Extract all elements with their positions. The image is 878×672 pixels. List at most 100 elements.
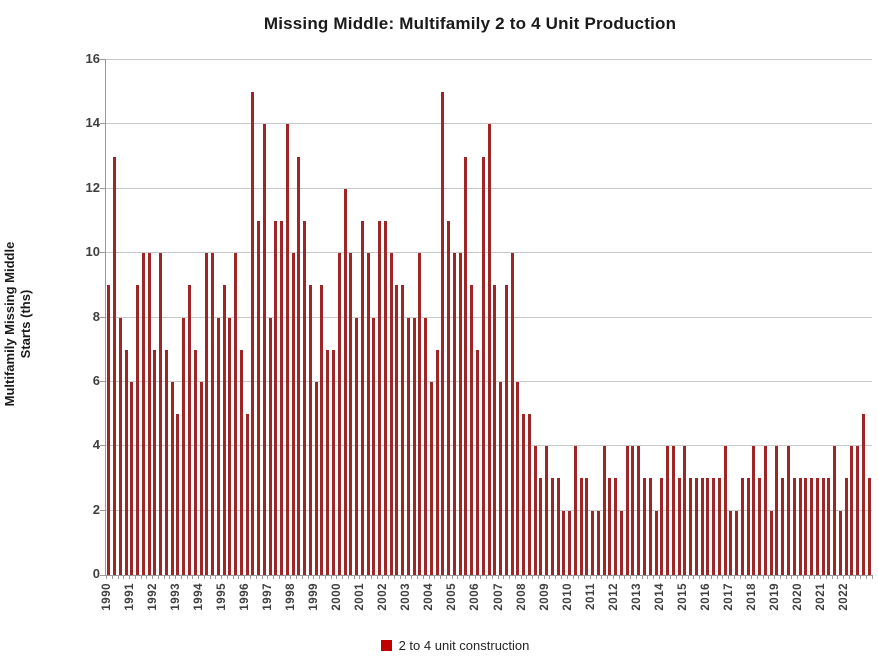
x-axis-tick xyxy=(238,575,240,579)
bar xyxy=(136,285,140,575)
bar xyxy=(464,156,468,575)
y-axis-title-line2: Starts (ths) xyxy=(18,289,33,359)
bar xyxy=(113,156,117,575)
bar xyxy=(556,478,560,575)
x-axis-tick xyxy=(532,575,534,579)
x-axis-tick xyxy=(226,575,228,579)
bar xyxy=(654,510,658,575)
bar xyxy=(856,446,860,575)
x-axis-tick xyxy=(393,575,395,579)
bar xyxy=(429,381,433,575)
x-axis-tick xyxy=(382,575,384,579)
bar xyxy=(372,317,376,575)
x-axis-tick xyxy=(843,575,845,579)
y-tick-label: 16 xyxy=(85,51,100,66)
x-axis-tick xyxy=(198,575,200,579)
bar xyxy=(487,124,491,575)
x-axis-tick xyxy=(186,575,188,579)
bar xyxy=(838,510,842,575)
bar xyxy=(717,478,721,575)
bar xyxy=(723,446,727,575)
y-axis-title-line1: Multifamily Missing Middle xyxy=(2,241,17,407)
bar xyxy=(107,285,111,575)
bar xyxy=(406,317,410,575)
x-tick-label: 1996 xyxy=(239,583,252,611)
bar xyxy=(199,381,203,575)
bar xyxy=(164,349,168,575)
bar xyxy=(326,349,330,575)
x-axis-tick xyxy=(129,575,131,579)
x-axis-tick xyxy=(831,575,833,579)
x-axis-tick xyxy=(468,575,470,579)
bar xyxy=(850,446,854,575)
x-axis-tick xyxy=(157,575,159,579)
x-axis-tick xyxy=(417,575,418,579)
y-axis-tick xyxy=(100,316,106,318)
x-axis-tick xyxy=(710,575,712,579)
x-axis-tick xyxy=(820,575,822,579)
bar xyxy=(378,220,382,575)
bar xyxy=(141,253,145,575)
y-axis-tick xyxy=(100,123,106,125)
x-axis-tick xyxy=(872,575,873,579)
legend-marker-icon xyxy=(380,640,392,651)
x-axis-tick xyxy=(543,575,545,579)
x-axis-tick xyxy=(520,575,522,579)
y-axis-title: Multifamily Missing Middle Starts (ths) xyxy=(2,84,42,564)
bar xyxy=(579,478,583,575)
bar xyxy=(153,349,157,575)
x-axis-tick xyxy=(359,575,361,579)
bar xyxy=(827,478,831,575)
bar xyxy=(159,253,163,575)
x-tick-label: 2012 xyxy=(607,583,620,611)
x-axis-tick xyxy=(687,575,689,579)
x-axis-tick xyxy=(440,575,442,579)
x-axis-tick xyxy=(445,575,447,579)
x-axis-tick xyxy=(491,575,493,579)
y-tick-label: 8 xyxy=(92,308,100,324)
x-axis-tick xyxy=(624,575,626,579)
bar xyxy=(527,414,531,575)
chart-title: Missing Middle: Multifamily 2 to 4 Unit … xyxy=(263,14,677,33)
x-axis-tick xyxy=(480,575,482,579)
x-axis-tick xyxy=(215,575,217,579)
bar xyxy=(412,317,416,575)
bar xyxy=(683,446,687,575)
y-axis-tick xyxy=(100,575,106,576)
bar xyxy=(366,253,370,575)
x-axis-tick xyxy=(336,575,338,579)
x-axis-tick xyxy=(324,575,326,579)
bar xyxy=(648,478,652,575)
bar xyxy=(752,446,756,575)
x-axis-tick xyxy=(704,575,706,579)
x-axis-tick xyxy=(370,575,372,579)
bar xyxy=(239,349,243,575)
bar xyxy=(844,478,848,575)
x-axis-tick xyxy=(514,575,516,579)
x-axis-tick xyxy=(860,575,862,579)
bar xyxy=(383,220,387,575)
x-axis-tick xyxy=(296,575,298,579)
bar xyxy=(452,253,456,575)
bar xyxy=(867,478,871,575)
bar xyxy=(401,285,405,575)
bar xyxy=(643,478,646,575)
bar xyxy=(251,92,255,575)
bar xyxy=(205,253,209,575)
bar xyxy=(660,478,664,575)
y-tick-label: 0 xyxy=(92,566,100,581)
x-axis-tick xyxy=(825,575,827,579)
x-axis-tick xyxy=(376,575,378,579)
x-tick-label: 2006 xyxy=(469,583,482,611)
bar xyxy=(677,478,681,575)
x-axis-tick xyxy=(180,575,182,579)
x-axis-tick xyxy=(641,575,643,579)
bar xyxy=(360,220,364,575)
bar xyxy=(147,253,151,575)
x-axis-tick xyxy=(584,575,586,579)
bar xyxy=(781,478,785,575)
bar xyxy=(124,349,128,575)
x-axis-tick xyxy=(290,575,292,579)
x-axis-tick xyxy=(854,575,856,579)
x-axis-tick xyxy=(699,575,701,579)
